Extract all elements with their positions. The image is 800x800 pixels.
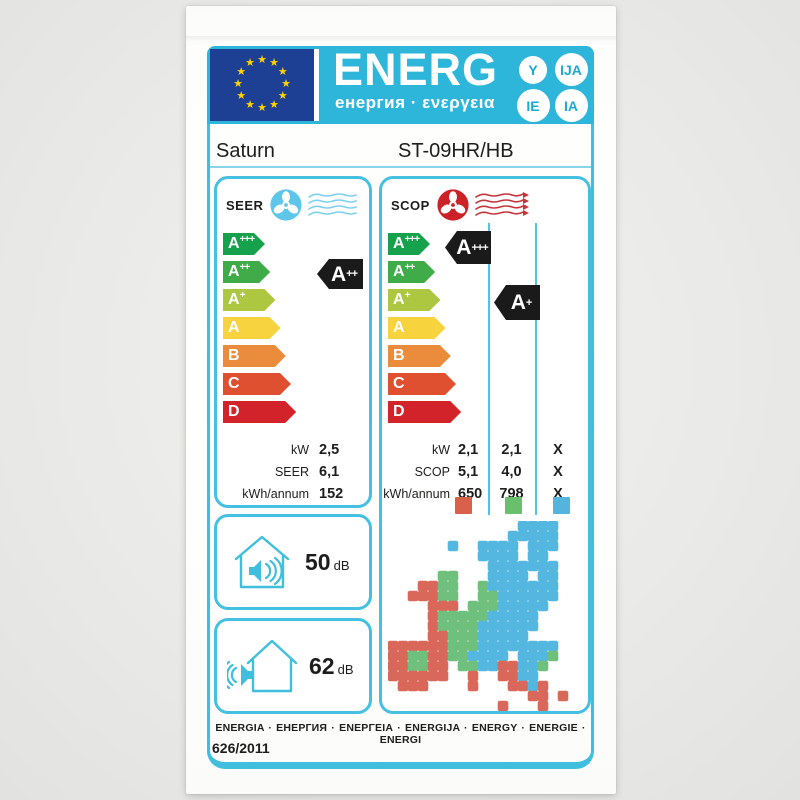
climate-zone-divider-1 (488, 223, 490, 515)
energy-class-C: C (388, 373, 456, 395)
energy-class-A+++: A+++ (388, 233, 430, 255)
seer-value-row: SEER 6,1 (274, 464, 340, 480)
energy-class-D: D (223, 401, 296, 423)
energy-class-A++: A++ (223, 261, 270, 283)
climate-zone-square-1 (455, 497, 472, 514)
energy-class-A++: A++ (388, 261, 435, 283)
scop-zone1-value: 2,1 (458, 442, 479, 458)
cool-air-waves-icon (308, 193, 358, 216)
energy-class-A+: A+ (388, 289, 440, 311)
energ-suffix-badge-ija: IJA (554, 53, 588, 86)
eu-star: ★ (236, 66, 247, 78)
indoor-noise-icon (234, 535, 290, 589)
outdoor-noise-section: 62 dB (214, 618, 372, 714)
model-number: ST-09HR/HB (398, 140, 514, 162)
outdoor-noise-icon (227, 639, 298, 693)
scop-energy-scale: A+++ A++ A+ A B C D (388, 233, 461, 429)
scop-zone2-value: 2,1 (501, 442, 522, 458)
indoor-noise-value: 50 dB (305, 549, 350, 576)
scop-section: SCOP (379, 176, 591, 714)
energ-suffix-badge-ie: IE (516, 89, 550, 122)
energ-logo-subtitle: енергия · ενεργεια (335, 93, 495, 112)
outdoor-db-unit: dB (337, 661, 354, 677)
scop-section-header: SCOP (391, 185, 584, 225)
eu-star: ★ (257, 54, 267, 66)
energy-class-A: A (388, 317, 446, 339)
header-divider (210, 166, 591, 168)
seer-section: SEER A+++ A++ A+ A B C D (214, 176, 372, 508)
scop-rating1-letter: A (456, 236, 472, 259)
eu-flag: ★ ★ ★ ★ ★ ★ ★ ★ ★ ★ ★ ★ (210, 49, 319, 121)
energy-suffix-badges: Y IJA IE IA (516, 53, 588, 122)
eu-star: ★ (236, 90, 247, 102)
eu-star: ★ (277, 66, 288, 78)
seer-rating-letter: A (330, 262, 347, 286)
energy-class-B: B (388, 345, 451, 367)
outdoor-noise-value: 62 dB (309, 653, 354, 680)
paper-crease (186, 36, 616, 42)
eu-star: ★ (233, 78, 243, 90)
eu-star: ★ (245, 98, 255, 111)
scop-label: SCOP (391, 197, 430, 213)
energ-suffix-badge-y: Y (519, 55, 547, 84)
seer-value-row: kW 2,5 (290, 442, 340, 458)
scop-rating2-sup: + (525, 296, 533, 309)
indoor-db-unit: dB (333, 557, 350, 573)
scop-value-row: kW 2,1 2,1 X (382, 439, 588, 461)
eu-star: ★ (281, 78, 291, 90)
heating-fan-icon (437, 189, 469, 221)
seer-rating-sup: ++ (346, 268, 358, 280)
cooling-fan-icon (270, 189, 302, 221)
energy-class-C: C (223, 373, 291, 395)
seer-rating-arrow: A ++ (317, 259, 363, 289)
warm-air-waves-icon (475, 192, 529, 216)
eu-star: ★ (269, 57, 279, 70)
indoor-db-number: 50 (305, 548, 331, 575)
climate-zone-divider-2 (535, 223, 537, 515)
energ-suffix-badge-ia: IA (554, 89, 588, 122)
eu-star: ★ (257, 102, 267, 114)
regulation-number: 626/2011 (212, 740, 270, 756)
seer-energy-scale: A+++ A++ A+ A B C D (223, 233, 296, 429)
scop-zone3-value: X (553, 442, 563, 458)
energy-class-B: B (223, 345, 286, 367)
energy-class-A+: A+ (223, 289, 275, 311)
indoor-noise-section: 50 dB (214, 514, 372, 610)
energy-class-D: D (388, 401, 461, 423)
energ-logo-text: ENERG (333, 44, 499, 95)
scop-zone3-value: X (553, 486, 563, 502)
scop-value-row: SCOP 5,1 4,0 X (382, 461, 588, 483)
seer-label: SEER (226, 197, 264, 213)
energy-class-A: A (223, 317, 281, 339)
europe-climate-map (388, 521, 569, 711)
energy-class-A+++: A+++ (223, 233, 265, 255)
seer-value-row: kWh/annum 152 (242, 486, 344, 502)
scop-rating-arrow-zone2: A + (494, 285, 540, 320)
seer-section-header: SEER (226, 185, 365, 225)
eu-star: ★ (277, 90, 288, 102)
outdoor-db-number: 62 (309, 652, 335, 679)
climate-zone-square-3 (553, 497, 570, 514)
energy-translations: ENERGIA · ЕНЕРГИЯ · ΕΝΕΡΓΕΙΑ · ENERGIJA … (215, 722, 586, 746)
seer-values: kW 2,5 SEER 6,1 kWh/annum 152 (217, 439, 369, 505)
scop-zone1-value: 5,1 (458, 464, 479, 480)
scop-rating1-sup: +++ (471, 241, 488, 254)
scop-zone2-value: 4,0 (501, 464, 522, 480)
eu-star: ★ (269, 98, 279, 111)
brand-name: Saturn (216, 140, 275, 162)
eu-star: ★ (245, 57, 255, 70)
scop-zone3-value: X (553, 464, 563, 480)
climate-zone-square-2 (505, 497, 522, 514)
scop-rating2-letter: A (510, 291, 526, 314)
